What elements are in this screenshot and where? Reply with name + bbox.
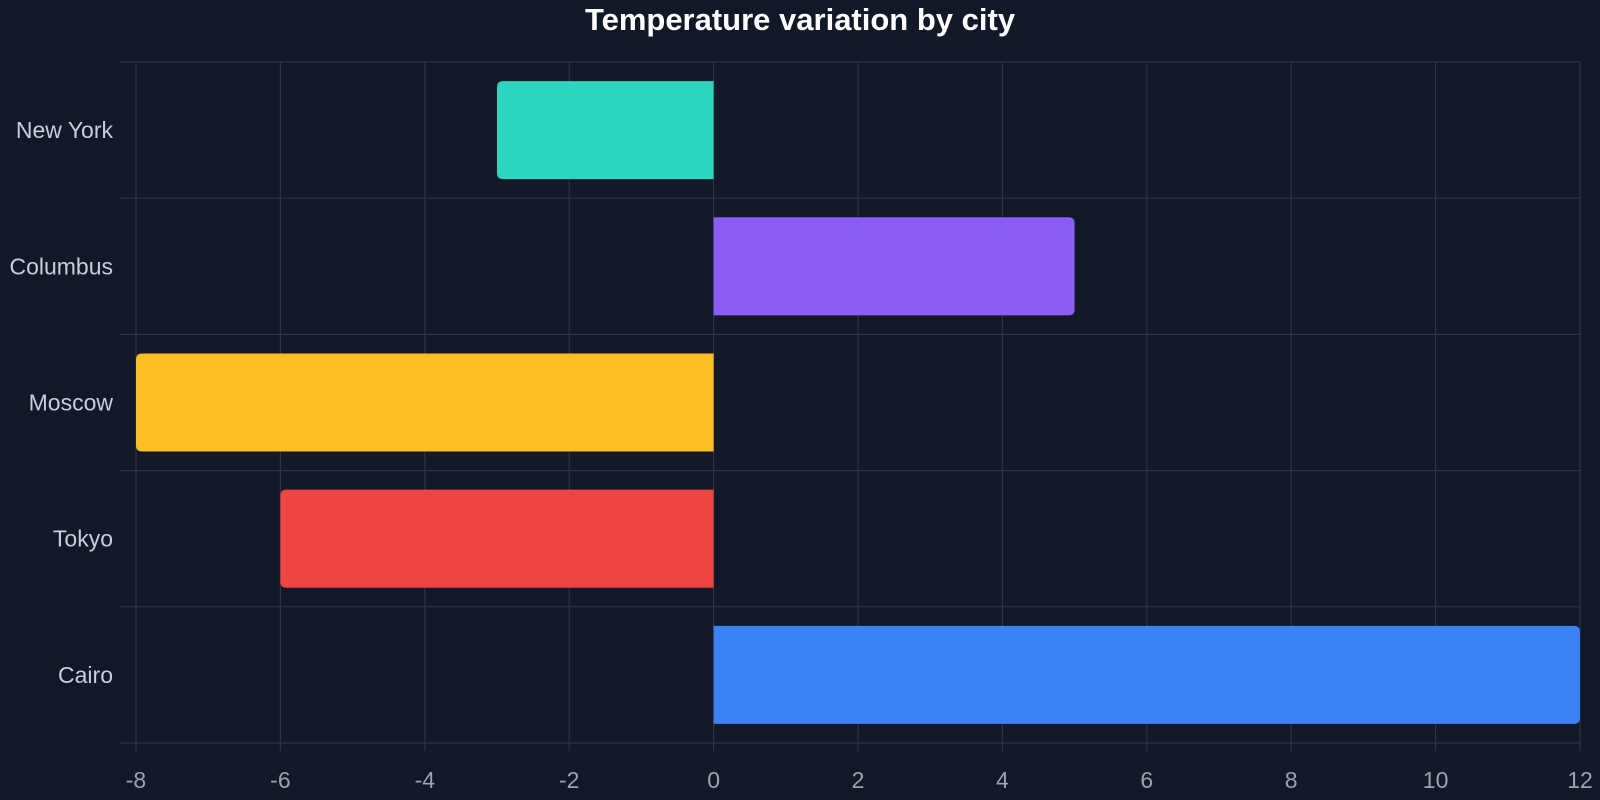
bars	[136, 81, 1580, 724]
y-tick-label: New York	[16, 117, 114, 143]
y-axis-labels: New York Columbus Moscow Tokyo Cairo	[9, 117, 113, 688]
y-tick-label: Columbus	[9, 253, 113, 279]
x-tick-label: 0	[707, 767, 720, 793]
x-tick-label: 4	[996, 767, 1009, 793]
x-tick-label: -4	[415, 767, 436, 793]
bar-columbus	[713, 217, 1075, 316]
x-tick-label: -2	[559, 767, 579, 793]
bar-cairo	[713, 625, 1580, 724]
bar-new-york	[497, 81, 714, 180]
bar-moscow	[136, 353, 714, 452]
x-axis-ticks: -8 -6 -4 -2 0 2 4 6 8 10 12	[126, 767, 1593, 793]
y-tick-label: Moscow	[29, 390, 114, 416]
x-tick-label: -8	[126, 767, 146, 793]
x-tick-label: 2	[852, 767, 865, 793]
chart-title: Temperature variation by city	[584, 2, 1016, 37]
bar-tokyo	[280, 489, 714, 588]
x-tick-label: -6	[270, 767, 290, 793]
x-tick-label: 8	[1285, 767, 1298, 793]
y-tick-label: Cairo	[58, 662, 113, 688]
x-tick-label: 12	[1567, 767, 1593, 793]
x-tick-label: 10	[1423, 767, 1449, 793]
y-tick-label: Tokyo	[53, 526, 113, 552]
x-tick-label: 6	[1140, 767, 1153, 793]
